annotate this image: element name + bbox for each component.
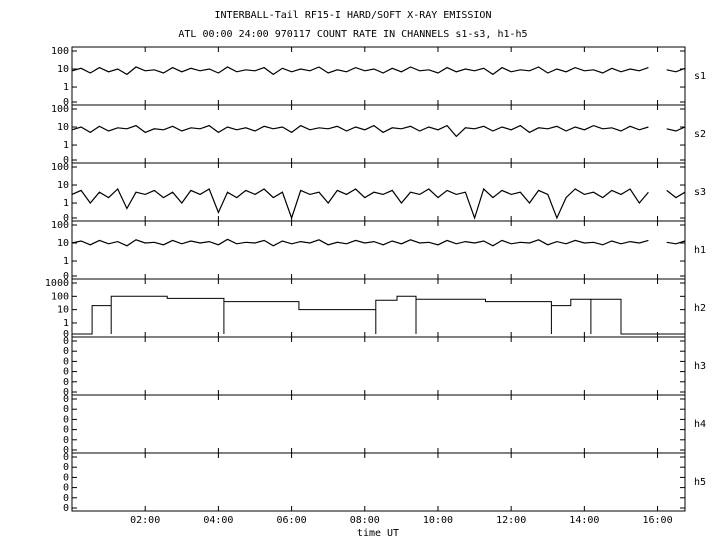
panel-frame — [71, 452, 686, 512]
y-tick-label: 10 — [57, 64, 69, 75]
data-line — [72, 295, 685, 335]
panel-label: h2 — [694, 303, 706, 314]
x-tick-label: 02:00 — [130, 515, 160, 526]
x-tick-label: 16:00 — [642, 515, 672, 526]
y-tick-label: 0 — [63, 346, 69, 357]
data-line — [71, 187, 686, 220]
data-line — [71, 238, 686, 247]
y-tick-label: 1000 — [45, 278, 69, 289]
y-tick-label: 0 — [63, 452, 69, 463]
y-tick-label: 0 — [63, 503, 69, 514]
y-tick-label: 0 — [63, 425, 69, 436]
x-axis-label: time UT — [357, 528, 399, 539]
y-tick-label: 1 — [63, 198, 69, 209]
y-tick-label: 1 — [63, 140, 69, 151]
y-tick-label: 1 — [63, 318, 69, 329]
panel-label: h5 — [694, 477, 706, 488]
panel-label: s1 — [694, 71, 706, 82]
y-tick-label: 10 — [57, 305, 69, 316]
x-tick-label: 14:00 — [569, 515, 599, 526]
y-tick-label: 0 — [63, 414, 69, 425]
y-tick-label: 100 — [51, 291, 69, 302]
y-tick-label: 0 — [63, 472, 69, 483]
y-tick-label: 0 — [63, 404, 69, 415]
y-tick-label: 100 — [51, 46, 69, 57]
data-line — [71, 124, 686, 138]
y-tick-label: 10 — [57, 122, 69, 133]
y-tick-label: 0 — [63, 377, 69, 388]
y-tick-label: 0 — [63, 483, 69, 494]
y-tick-label: 0 — [63, 155, 69, 166]
x-tick-label: 10:00 — [423, 515, 453, 526]
y-tick-label: 0 — [63, 387, 69, 398]
y-tick-label: 0 — [63, 329, 69, 340]
data-line — [71, 66, 686, 76]
panel-label: s3 — [694, 187, 706, 198]
y-tick-label: 1 — [63, 256, 69, 267]
chart-subtitle: ATL 00:00 24:00 970117 COUNT RATE IN CHA… — [178, 29, 527, 40]
y-tick-label: 0 — [63, 367, 69, 378]
y-tick-label: 0 — [63, 462, 69, 473]
y-tick-label: 10 — [57, 238, 69, 249]
panel-label: h3 — [694, 361, 706, 372]
x-tick-label: 12:00 — [496, 515, 526, 526]
y-tick-label: 100 — [51, 104, 69, 115]
y-tick-label: 0 — [63, 97, 69, 108]
y-tick-label: 0 — [63, 445, 69, 456]
panel-label: h1 — [694, 245, 706, 256]
y-tick-label: 10 — [57, 180, 69, 191]
x-tick-label: 08:00 — [350, 515, 380, 526]
y-tick-label: 1 — [63, 82, 69, 93]
panel-label: h4 — [694, 419, 706, 430]
panel-label: s2 — [694, 129, 706, 140]
y-tick-label: 0 — [63, 356, 69, 367]
y-tick-label: 0 — [63, 336, 69, 347]
y-tick-label: 0 — [63, 394, 69, 405]
y-tick-label: 0 — [63, 493, 69, 504]
y-tick-label: 0 — [63, 271, 69, 282]
y-tick-label: 0 — [63, 213, 69, 224]
x-tick-label: 04:00 — [203, 515, 233, 526]
y-tick-label: 0 — [63, 435, 69, 446]
y-tick-label: 100 — [51, 162, 69, 173]
x-tick-label: 06:00 — [277, 515, 307, 526]
y-tick-label: 100 — [51, 220, 69, 231]
chart-title: INTERBALL-Tail RF15-I HARD/SOFT X-RAY EM… — [215, 10, 492, 21]
